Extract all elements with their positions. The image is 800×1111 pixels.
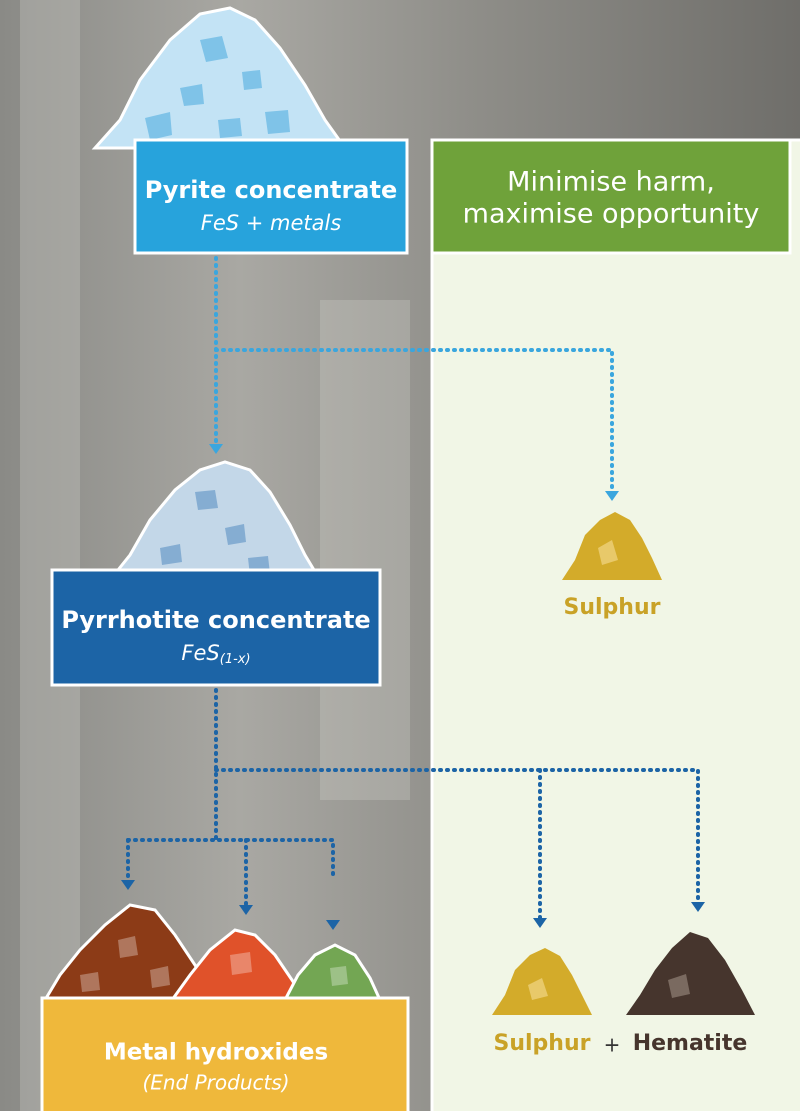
page: {"pyrite": {"title": "Pyrite concentrate… — [0, 0, 800, 1111]
sulphur-label: Sulphur — [564, 595, 661, 620]
pyrite-title: Pyrite concentrate — [145, 176, 398, 204]
metal-subtitle: (End Products) — [142, 1071, 289, 1095]
formula-subscript: (1-x) — [220, 652, 251, 667]
panel-title-line: maximise opportunity — [463, 199, 760, 230]
plus-sign: + — [604, 1033, 621, 1057]
diagram: Minimise harm, maximise opportunity Pyri… — [0, 0, 800, 1111]
sulphur-label: Sulphur — [494, 1031, 591, 1056]
metal-title: Metal hydroxides — [104, 1040, 328, 1066]
formula-base: FeS — [181, 641, 219, 665]
background-blur — [320, 300, 410, 800]
panel-title-line: Minimise harm, — [507, 167, 715, 198]
background-blur — [20, 0, 80, 1111]
panel — [432, 140, 800, 1111]
pyrite-formula: FeS + metals — [201, 211, 342, 235]
hematite-label: Hematite — [633, 1031, 748, 1056]
pyrrhotite-title: Pyrrhotite concentrate — [61, 606, 370, 634]
